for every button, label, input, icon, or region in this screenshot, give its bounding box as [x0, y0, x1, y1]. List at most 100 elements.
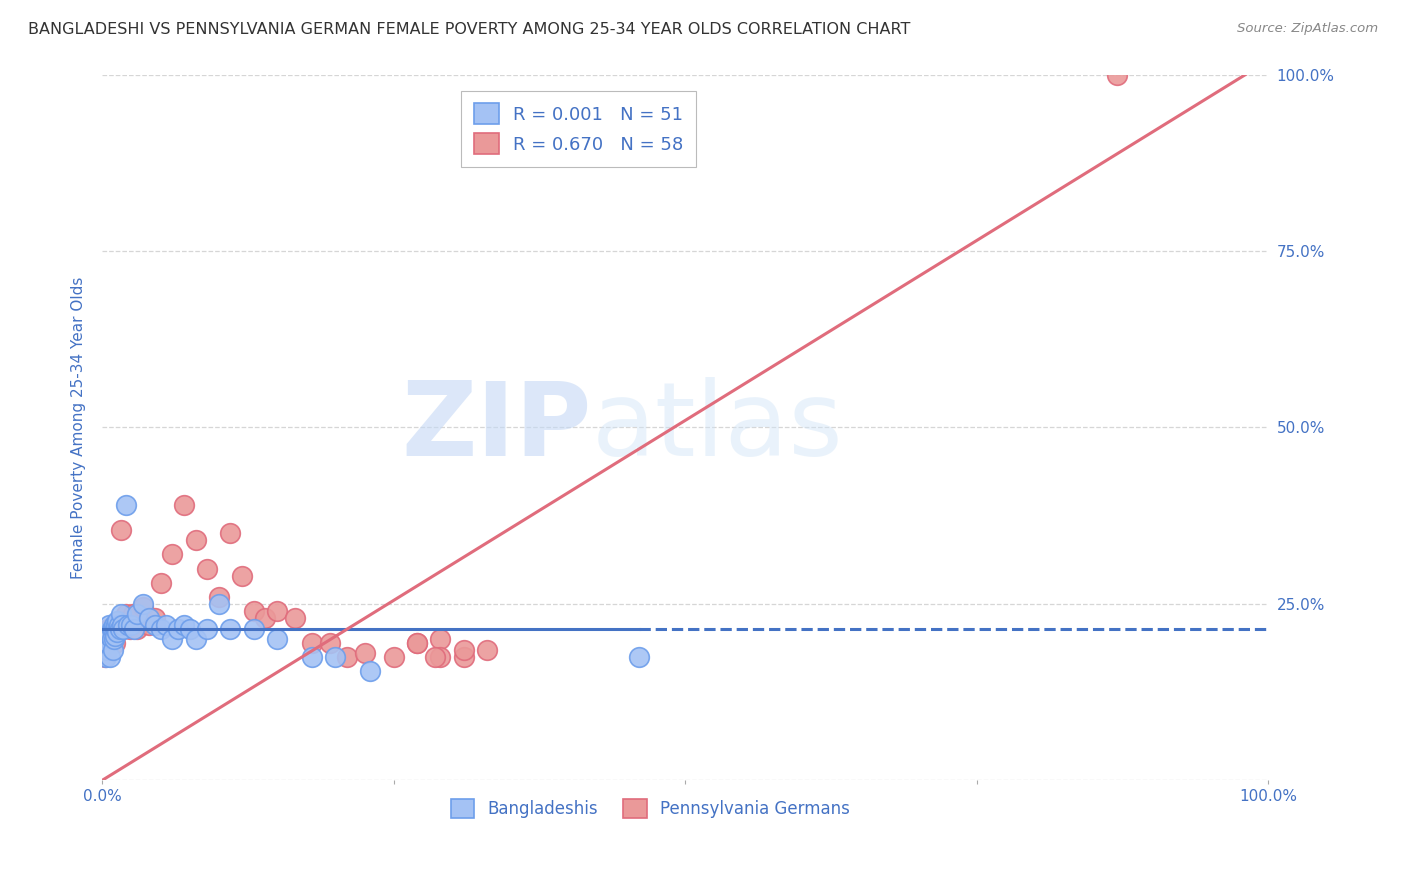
Point: [453, 649, 475, 664]
Point: [105, 618, 128, 632]
Point: [105, 622, 128, 636]
Point: [167, 622, 190, 636]
Point: [96, 625, 118, 640]
Point: [325, 649, 347, 664]
Point: [100, 632, 122, 647]
Point: [406, 635, 429, 649]
Point: [108, 622, 131, 636]
Point: [195, 622, 218, 636]
Point: [105, 625, 128, 640]
Point: [160, 548, 183, 562]
Point: [301, 635, 323, 649]
Point: [132, 597, 155, 611]
Point: [627, 649, 650, 664]
Point: [97, 632, 120, 647]
Point: [219, 622, 242, 636]
Point: [138, 618, 160, 632]
Point: [138, 611, 160, 625]
Point: [429, 632, 451, 647]
Point: [97, 625, 120, 640]
Point: [110, 523, 132, 537]
Point: [184, 632, 207, 647]
Point: [208, 597, 231, 611]
Point: [117, 618, 139, 632]
Point: [103, 632, 125, 647]
Point: [208, 590, 231, 604]
Point: [100, 649, 122, 664]
Point: [143, 611, 166, 625]
Point: [173, 498, 195, 512]
Point: [114, 498, 136, 512]
Point: [112, 622, 135, 636]
Text: atlas: atlas: [592, 377, 844, 478]
Point: [121, 607, 143, 622]
Point: [112, 618, 135, 632]
Point: [359, 664, 381, 678]
Point: [266, 604, 288, 618]
Point: [96, 632, 118, 647]
Point: [284, 611, 307, 625]
Point: [100, 622, 122, 636]
Point: [100, 622, 122, 636]
Text: Source: ZipAtlas.com: Source: ZipAtlas.com: [1237, 22, 1378, 36]
Point: [117, 615, 139, 629]
Point: [266, 632, 288, 647]
Point: [195, 561, 218, 575]
Point: [96, 642, 118, 657]
Point: [93, 635, 115, 649]
Point: [179, 622, 201, 636]
Point: [93, 639, 115, 653]
Point: [101, 622, 124, 636]
Point: [98, 618, 121, 632]
Point: [105, 618, 128, 632]
Point: [98, 632, 121, 647]
Point: [114, 607, 136, 622]
Point: [101, 632, 124, 647]
Point: [100, 622, 122, 636]
Point: [353, 646, 375, 660]
Point: [104, 629, 127, 643]
Point: [103, 618, 125, 632]
Point: [107, 618, 129, 632]
Point: [98, 625, 121, 640]
Point: [97, 635, 120, 649]
Point: [110, 607, 132, 622]
Point: [155, 618, 177, 632]
Point: [423, 649, 446, 664]
Point: [453, 642, 475, 657]
Point: [231, 568, 253, 582]
Y-axis label: Female Poverty Among 25-34 Year Olds: Female Poverty Among 25-34 Year Olds: [72, 277, 86, 579]
Point: [111, 618, 134, 632]
Point: [104, 622, 127, 636]
Point: [107, 615, 129, 629]
Point: [122, 622, 145, 636]
Point: [149, 622, 172, 636]
Point: [127, 607, 149, 622]
Point: [103, 625, 125, 640]
Point: [243, 622, 266, 636]
Point: [100, 629, 122, 643]
Point: [318, 635, 340, 649]
Point: [98, 625, 121, 640]
Point: [105, 615, 128, 629]
Point: [143, 618, 166, 632]
Point: [429, 649, 451, 664]
Point: [1105, 68, 1128, 82]
Point: [132, 600, 155, 615]
Point: [219, 526, 242, 541]
Point: [103, 622, 125, 636]
Point: [100, 629, 122, 643]
Point: [93, 649, 115, 664]
Point: [124, 611, 146, 625]
Point: [101, 642, 124, 657]
Point: [160, 632, 183, 647]
Point: [105, 622, 128, 636]
Point: [127, 622, 149, 636]
Point: [97, 622, 120, 636]
Point: [111, 622, 134, 636]
Point: [243, 604, 266, 618]
Point: [184, 533, 207, 548]
Point: [94, 625, 117, 640]
Point: [104, 635, 127, 649]
Point: [382, 649, 405, 664]
